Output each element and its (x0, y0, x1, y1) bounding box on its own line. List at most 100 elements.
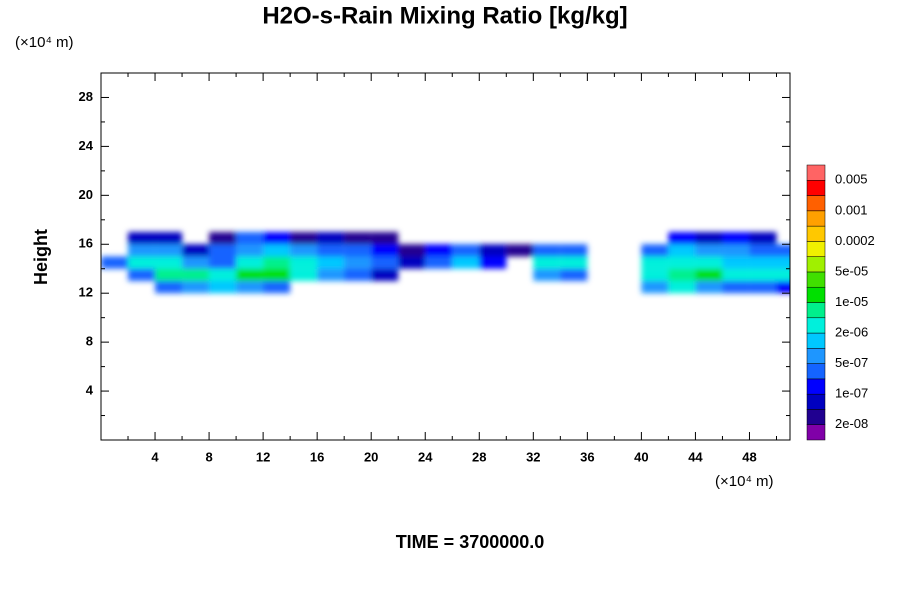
contour-cell (506, 244, 534, 257)
x-tick-label: 36 (580, 449, 594, 464)
contour-cell (155, 244, 183, 257)
contour-cell (263, 244, 291, 257)
colorbar-swatch (806, 378, 826, 395)
y-tick-label: 16 (79, 236, 93, 251)
contour-cell (668, 232, 696, 245)
contour-cell (776, 268, 790, 281)
contour-cell (236, 244, 264, 257)
contour-cell (533, 268, 561, 281)
contour-cell (209, 244, 237, 257)
x-tick-label: 28 (472, 449, 486, 464)
colorbar-swatch (806, 424, 826, 441)
contour-cell (317, 256, 345, 269)
contour-cells (101, 232, 790, 294)
colorbar-label: 2e-06 (835, 324, 868, 339)
contour-cell (722, 244, 750, 257)
contour-cell (479, 244, 507, 257)
contour-cell (155, 280, 183, 294)
x-tick-label: 40 (634, 449, 648, 464)
contour-cell (128, 256, 156, 269)
contour-cell (695, 268, 723, 281)
contour-cell (344, 268, 372, 281)
colorbar-swatch (806, 286, 826, 303)
colorbar-swatch (806, 271, 826, 288)
contour-cell (695, 244, 723, 257)
contour-cell (452, 256, 480, 269)
colorbar-swatch (806, 393, 826, 410)
colorbar-label: 2e-08 (835, 416, 868, 431)
contour-cell (209, 268, 237, 281)
contour-cell (317, 268, 345, 281)
colorbar-swatch (806, 225, 826, 242)
contour-cell (263, 232, 291, 245)
contour-cell (560, 244, 588, 257)
chart-title: H2O-s-Rain Mixing Ratio [kg/kg] (262, 2, 627, 29)
contour-cell (452, 244, 480, 257)
colorbar-swatch (806, 164, 826, 181)
colorbar-swatch (806, 195, 826, 212)
colorbar-swatch (806, 210, 826, 227)
contour-cell (371, 244, 399, 257)
x-tick-label: 20 (364, 449, 378, 464)
contour-cell (398, 244, 426, 257)
y-unit-label: (×10⁴ m) (15, 34, 74, 51)
colorbar-swatch (806, 363, 826, 380)
contour-cell (263, 268, 291, 281)
y-tick-label: 28 (79, 89, 93, 104)
contour-cell (155, 268, 183, 281)
contour-cell (668, 244, 696, 257)
contour-cell (182, 244, 210, 257)
contour-cell (722, 280, 750, 294)
contour-cell (290, 244, 318, 257)
y-tick-label: 24 (79, 138, 94, 153)
contour-cell (533, 256, 561, 269)
colorbar-label: 5e-05 (835, 263, 868, 278)
contour-cell (425, 256, 453, 269)
contour-cell (155, 232, 183, 245)
contour-cell (209, 256, 237, 269)
colorbar-label: 1e-05 (835, 294, 868, 309)
contour-cell (776, 256, 790, 269)
x-tick-label: 48 (742, 449, 756, 464)
colorbar-label: 0.0002 (835, 233, 875, 248)
contour-cell (749, 268, 777, 281)
contour-cell (641, 256, 669, 269)
contour-cell (155, 256, 183, 269)
contour-cell (128, 268, 156, 281)
x-tick-label: 24 (418, 449, 433, 464)
colorbar-swatch (806, 348, 826, 364)
x-unit-label: (×10⁴ m) (715, 473, 774, 490)
contour-cell (560, 268, 588, 281)
y-tick-label: 4 (86, 383, 94, 398)
contour-cell (182, 268, 210, 281)
contour-cell (695, 256, 723, 269)
y-tick-label: 20 (79, 187, 93, 202)
y-tick-label: 8 (86, 334, 93, 349)
contour-cell (776, 244, 790, 257)
contour-cell (101, 256, 129, 269)
contour-cell (236, 256, 264, 269)
contour-cell (722, 232, 750, 245)
contour-cell (641, 280, 669, 294)
contour-cell (317, 244, 345, 257)
contour-cell (749, 244, 777, 257)
x-tick-label: 12 (256, 449, 270, 464)
contour-cell (182, 280, 210, 294)
x-tick-label: 32 (526, 449, 540, 464)
contour-cell (290, 268, 318, 281)
x-tick-label: 8 (205, 449, 212, 464)
colorbar-swatch (806, 180, 826, 196)
time-label: TIME = 3700000.0 (396, 532, 545, 552)
contour-cell (668, 268, 696, 281)
contour-cell (668, 280, 696, 294)
contour-cell (479, 256, 507, 269)
contour-cell (209, 280, 237, 294)
contour-cell (236, 280, 264, 294)
contour-cell (749, 232, 777, 245)
contour-cell (344, 244, 372, 257)
contour-cell (722, 256, 750, 269)
contour-cell (371, 268, 399, 281)
contour-cell (533, 244, 561, 257)
contour-cell (371, 232, 399, 245)
